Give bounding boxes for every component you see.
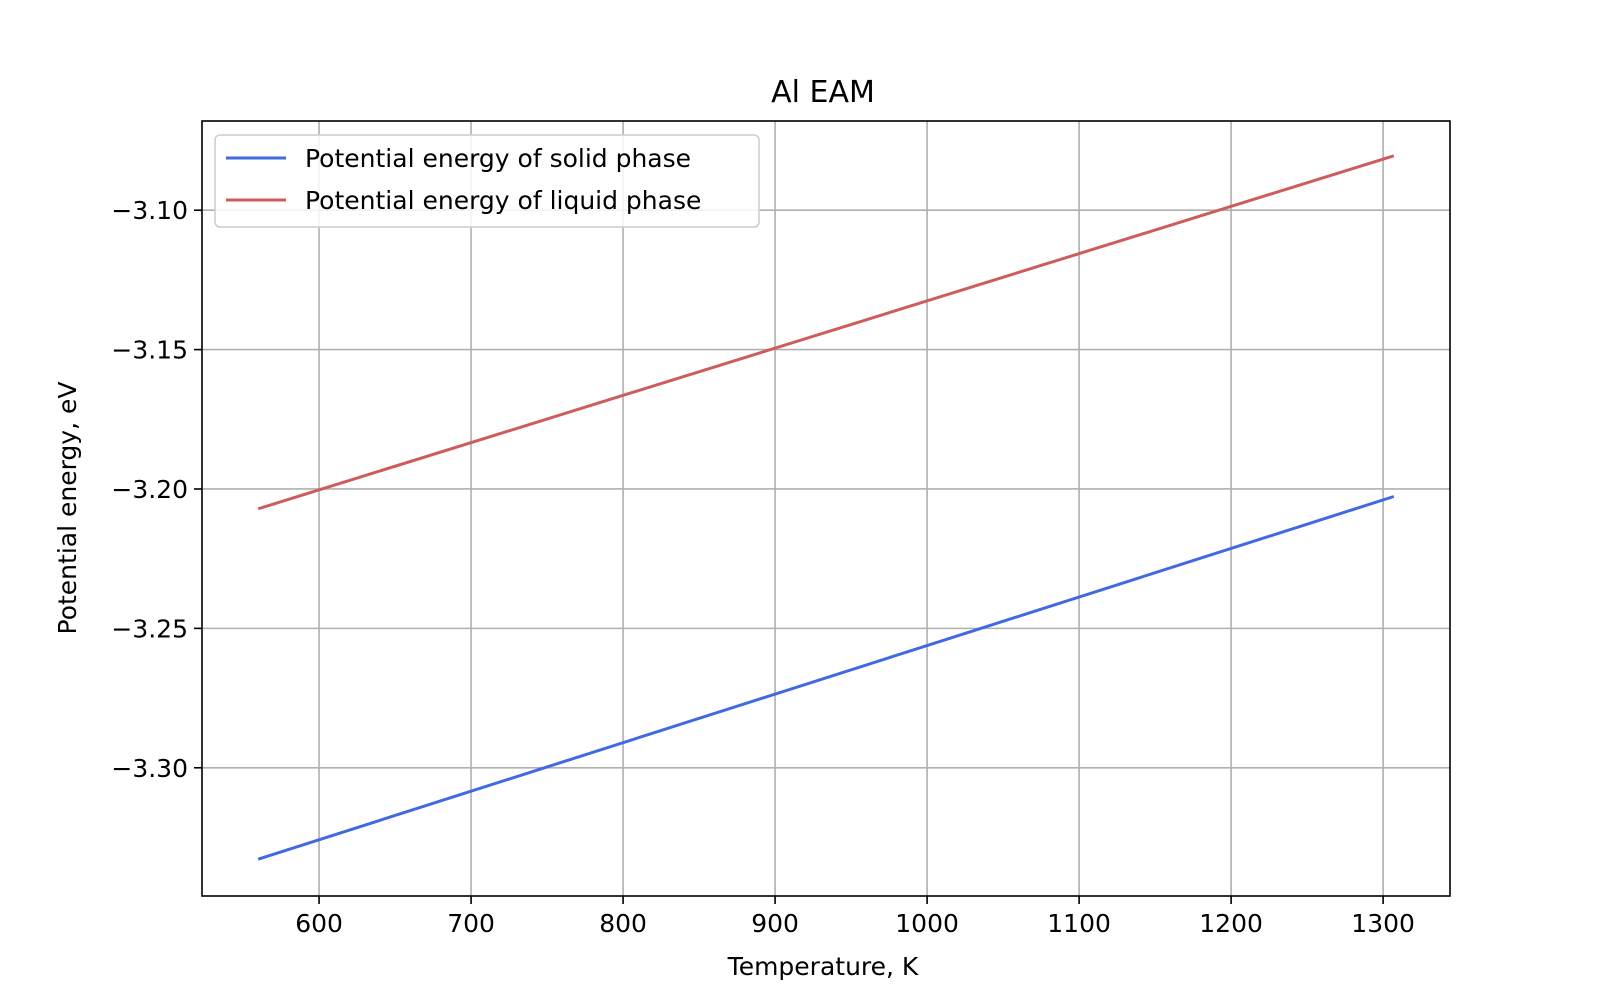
- x-axis-title: Temperature, K: [727, 952, 919, 981]
- legend-label-liquid: Potential energy of liquid phase: [305, 186, 701, 215]
- x-axis-ticks: 600 700 800 900 1000 1100 1200 1300: [295, 896, 1415, 938]
- y-axis-ticks: −3.30 −3.25 −3.20 −3.15 −3.10: [111, 196, 202, 783]
- series-line-liquid: [257, 154, 1395, 511]
- series-line-solid: [257, 495, 1395, 861]
- y-tick-label: −3.25: [111, 614, 188, 643]
- y-tick-label: −3.20: [111, 475, 188, 504]
- x-tick-label: 1000: [895, 909, 959, 938]
- legend: Potential energy of solid phase Potentia…: [214, 134, 760, 228]
- plot-frame: [201, 120, 1451, 897]
- x-tick-label: 1100: [1047, 909, 1111, 938]
- y-axis-title: Potential energy, eV: [53, 382, 82, 635]
- legend-box: [214, 134, 760, 228]
- x-tick-label: 1300: [1351, 909, 1415, 938]
- grid: [202, 121, 1450, 896]
- y-tick-label: −3.15: [111, 336, 188, 365]
- chart-title: Al EAM: [771, 75, 875, 110]
- y-tick-label: −3.30: [111, 754, 188, 783]
- x-tick-label: 1200: [1199, 909, 1263, 938]
- x-tick-label: 600: [295, 909, 343, 938]
- x-tick-label: 900: [751, 909, 799, 938]
- x-tick-label: 700: [447, 909, 495, 938]
- legend-label-solid: Potential energy of solid phase: [305, 144, 691, 173]
- x-tick-label: 800: [599, 909, 647, 938]
- y-tick-label: −3.10: [111, 196, 188, 225]
- series-lines: [257, 154, 1395, 861]
